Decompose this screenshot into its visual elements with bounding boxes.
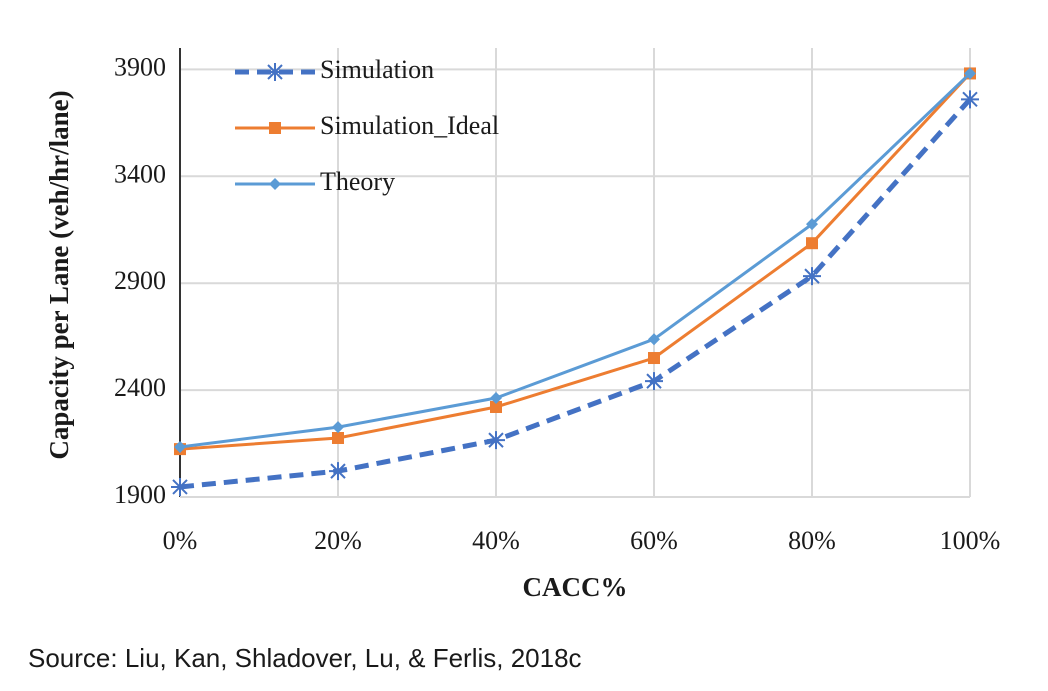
y-tick-label: 1900 (114, 480, 166, 509)
series-line (179, 72, 972, 449)
data-point (648, 352, 660, 365)
legend-marker (269, 122, 281, 134)
legend-label: Simulation_Ideal (320, 111, 499, 140)
data-point (645, 372, 663, 391)
x-tick-label: 20% (314, 526, 362, 555)
data-point (803, 267, 821, 286)
x-tick-label: 40% (472, 526, 520, 555)
legend-label: Simulation (320, 55, 434, 84)
source-note: Source: Liu, Kan, Shladover, Lu, & Ferli… (28, 643, 582, 673)
data-point (174, 440, 186, 453)
x-tick-label: 60% (630, 526, 678, 555)
y-tick-label: 2900 (114, 266, 166, 295)
x-tick-label: 100% (940, 526, 1001, 555)
x-tick-label: 0% (163, 526, 198, 555)
data-point (329, 462, 347, 481)
series-line (179, 72, 972, 451)
data-point (964, 67, 976, 80)
x-tick-label: 80% (788, 526, 836, 555)
data-point (490, 392, 502, 405)
series-line (179, 97, 972, 490)
y-axis-title: Capacity per Lane (veh/hr/lane) (44, 90, 74, 459)
y-tick-label: 3900 (114, 52, 166, 81)
y-tick-label: 3400 (114, 159, 166, 188)
x-axis-title: CACC% (523, 572, 628, 602)
data-point (806, 237, 818, 250)
data-point (487, 431, 505, 450)
legend-label: Theory (320, 167, 395, 196)
data-point (332, 421, 344, 434)
data-point (806, 218, 818, 231)
data-point (171, 477, 189, 496)
data-point (961, 90, 979, 109)
legend-marker (266, 63, 284, 81)
data-point (332, 431, 344, 444)
data-point (648, 333, 660, 346)
data-point (490, 400, 502, 413)
legend-marker (269, 178, 281, 190)
y-tick-label: 2400 (114, 373, 166, 402)
